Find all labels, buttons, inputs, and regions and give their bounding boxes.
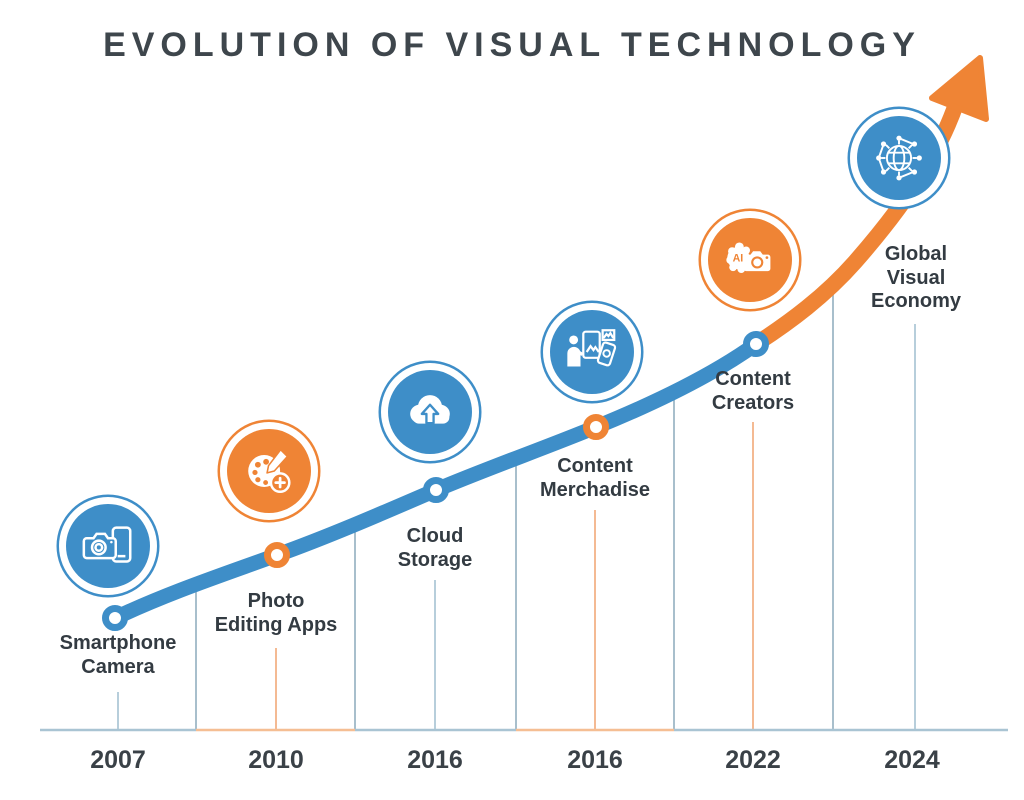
arrowhead-icon — [929, 55, 989, 122]
year-label-2007: 2007 — [90, 746, 146, 774]
milestone-label-global-visual-economy: Global Visual Economy — [871, 243, 961, 314]
milestone-badge-global-visual-economy — [857, 116, 941, 200]
milestone-label-content-merchandise: Content Merchadise — [540, 455, 650, 502]
label-line: Content — [715, 368, 791, 390]
year-label-2016-a: 2016 — [407, 746, 463, 774]
label-line: Camera — [81, 655, 155, 678]
milestone-badge-photo-editing-apps — [227, 429, 311, 513]
cloud-storage-icon — [410, 395, 450, 425]
label-line: Merchadise — [539, 478, 651, 501]
milestone-badge-cloud-storage — [388, 370, 472, 454]
milestone-tick-lines — [117, 324, 916, 730]
label-line: Content — [557, 455, 633, 477]
label-line: Editing Apps — [214, 613, 338, 636]
photo-editing-icon — [248, 448, 291, 494]
label-line: Creators — [711, 391, 795, 414]
zone-separator-lines — [195, 282, 834, 730]
year-label-2010: 2010 — [248, 746, 304, 774]
label-line: Smartphone — [59, 632, 177, 654]
label-line: Cloud — [406, 525, 464, 547]
milestone-badge-smartphone-camera — [66, 504, 150, 588]
ai-icon-text: AI — [733, 252, 744, 264]
label-line: Economy — [870, 290, 962, 313]
label-line: Storage — [397, 548, 473, 571]
milestone-label-smartphone-camera: Smartphone Camera — [60, 632, 177, 679]
page-title: EVOLUTION OF VISUAL TECHNOLOGY — [103, 26, 921, 64]
curve-node-markers — [102, 331, 769, 631]
year-label-2024: 2024 — [884, 746, 940, 774]
milestone-label-cloud-storage: Cloud Storage — [398, 525, 472, 572]
milestone-badge-content-creators: AI — [708, 218, 792, 302]
content-merchandise-icon — [567, 329, 617, 367]
label-line: Photo — [247, 590, 305, 612]
global-network-icon — [876, 135, 922, 181]
milestone-label-photo-editing-apps: Photo Editing Apps — [215, 590, 338, 637]
year-label-2016-b: 2016 — [567, 746, 623, 774]
year-label-2022: 2022 — [725, 746, 781, 774]
smartphone-camera-icon — [82, 526, 132, 563]
label-line: Global — [884, 243, 948, 265]
milestone-label-content-creators: Content Creators — [712, 368, 794, 415]
ai-camera-icon: AI — [726, 242, 771, 274]
milestone-badge-content-merchandise — [550, 310, 634, 394]
label-line: Visual — [886, 266, 946, 289]
